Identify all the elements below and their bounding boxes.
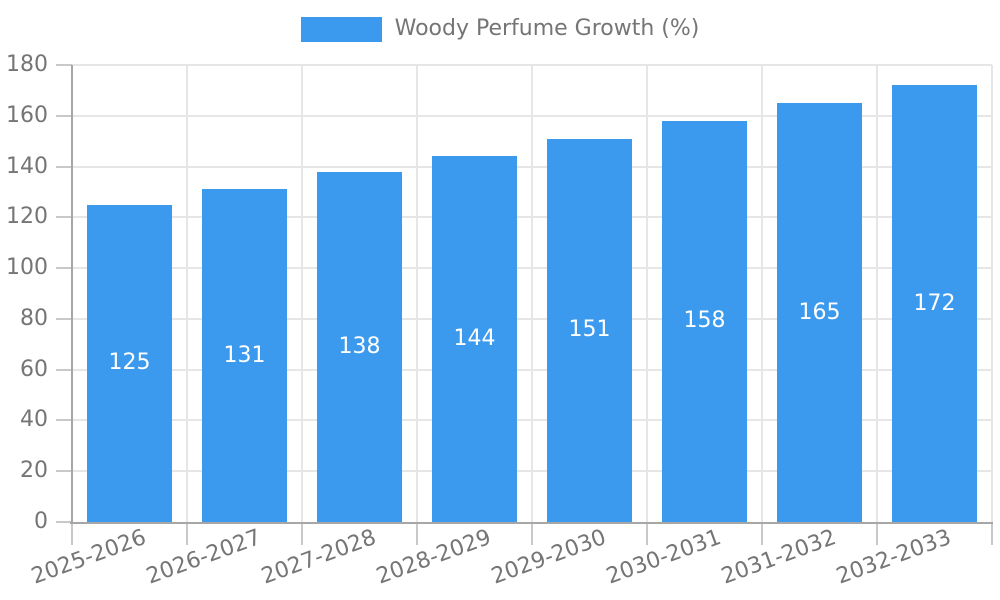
y-tick-label: 20: [20, 458, 48, 484]
y-tick-label: 60: [20, 356, 48, 382]
x-axis-tick: [646, 522, 648, 545]
x-grid-line: [301, 65, 303, 522]
x-grid-line: [646, 65, 648, 522]
y-axis-line: [71, 65, 73, 524]
y-tick-label: 140: [6, 153, 48, 179]
x-axis-tick: [531, 522, 533, 545]
y-tick-label: 40: [20, 407, 48, 433]
x-grid-line: [416, 65, 418, 522]
bar-2026-2027: 131: [202, 189, 287, 522]
x-axis-tick: [991, 522, 993, 545]
bar-2025-2026: 125: [87, 204, 172, 522]
bar-value-label: 151: [568, 317, 611, 343]
y-tick-label: 180: [6, 52, 48, 77]
x-axis-tick: [416, 522, 418, 545]
y-axis-tick: [56, 419, 72, 422]
x-tick-label: 2029-2030: [487, 525, 610, 590]
y-tick-label: 120: [6, 204, 48, 230]
bar-value-label: 158: [683, 308, 726, 334]
bar-2028-2029: 144: [432, 156, 517, 522]
y-tick-label: 80: [20, 305, 48, 331]
bar-2029-2030: 151: [547, 138, 632, 522]
y-axis-tick: [56, 267, 72, 270]
x-axis-tick: [761, 522, 763, 545]
y-axis-tick: [56, 64, 72, 66]
y-axis-tick: [56, 165, 72, 168]
y-axis-tick: [56, 114, 72, 117]
bar-value-label: 125: [108, 350, 151, 376]
y-axis-tick: [56, 521, 72, 523]
x-tick-label: 2027-2028: [257, 525, 380, 590]
x-axis-tick: [876, 522, 878, 545]
x-tick-label: 2032-2033: [832, 525, 955, 590]
bar-value-label: 138: [338, 333, 381, 359]
x-tick-label: 2031-2032: [717, 525, 840, 590]
bar-2032-2033: 172: [892, 85, 977, 522]
bar-value-label: 172: [913, 290, 956, 316]
y-tick-label: 100: [6, 255, 48, 281]
x-axis-line: [70, 522, 993, 524]
x-tick-label: 2030-2031: [602, 525, 725, 590]
x-tick-label: 2028-2029: [372, 525, 495, 590]
x-axis-tick: [301, 522, 303, 545]
legend-swatch: [300, 16, 382, 42]
x-grid-line: [761, 65, 763, 522]
y-axis-tick: [56, 216, 72, 219]
bar-2027-2028: 138: [317, 171, 402, 522]
y-axis-tick: [56, 317, 72, 320]
x-axis-tick: [71, 522, 73, 545]
y-tick-label: 0: [34, 509, 48, 534]
bar-2030-2031: 158: [662, 120, 747, 522]
bar-value-label: 144: [453, 326, 496, 352]
bar-value-label: 131: [223, 342, 266, 368]
legend-item[interactable]: Woody Perfume Growth (%): [0, 16, 1000, 42]
x-grid-line: [991, 65, 993, 522]
bar-2031-2032: 165: [777, 103, 862, 522]
x-grid-line: [531, 65, 533, 522]
legend-label: Woody Perfume Growth (%): [394, 16, 700, 41]
x-axis-tick: [186, 522, 188, 545]
x-grid-line: [876, 65, 878, 522]
bar-value-label: 165: [798, 299, 841, 325]
y-tick-label: 160: [6, 102, 48, 128]
y-axis-tick: [56, 470, 72, 473]
x-grid-line: [186, 65, 188, 522]
y-axis-tick: [56, 368, 72, 371]
x-tick-label: 2026-2027: [142, 525, 265, 590]
